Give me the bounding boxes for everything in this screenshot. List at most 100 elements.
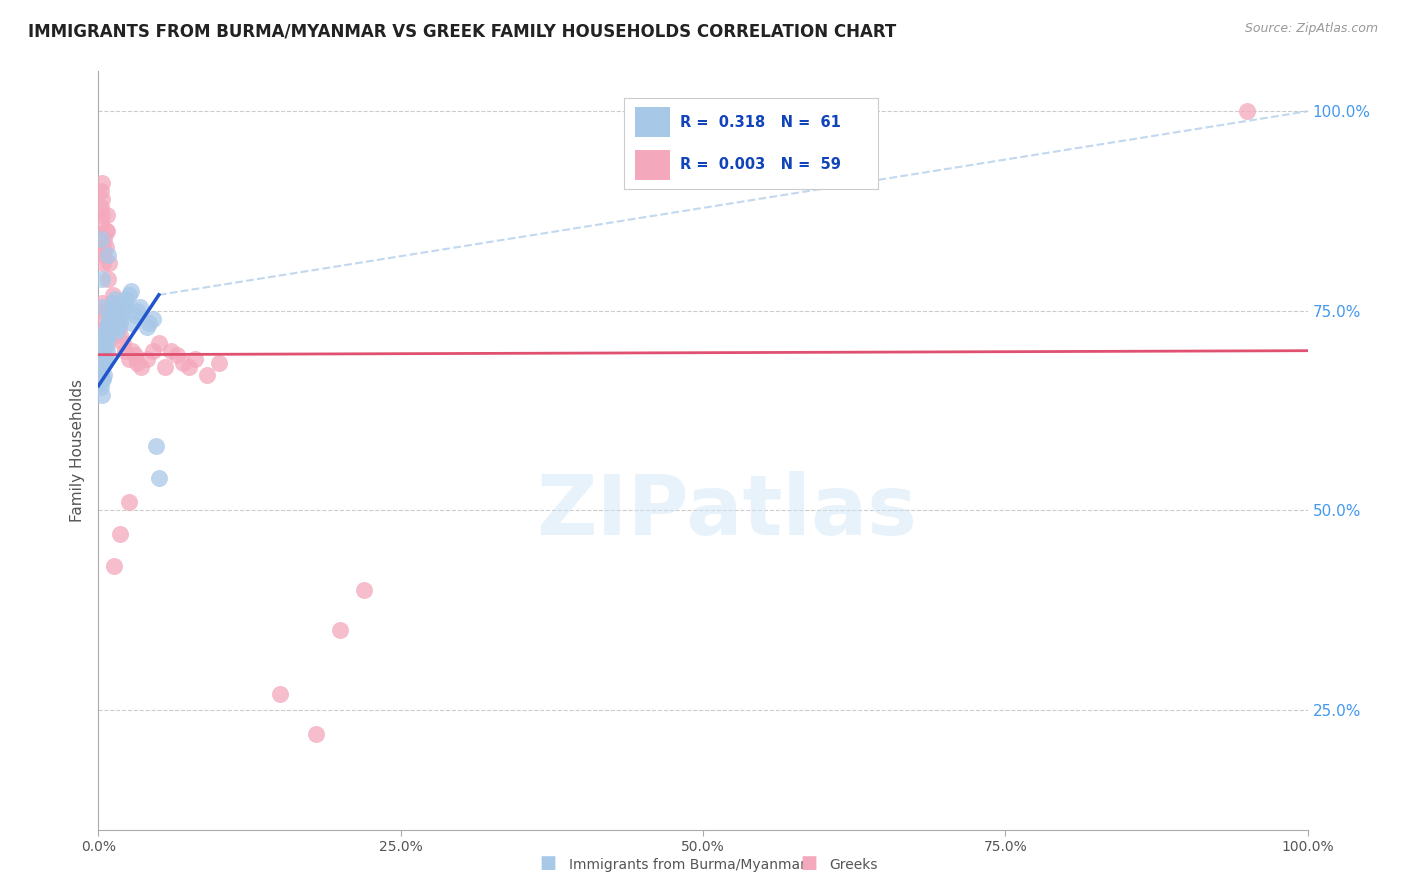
Point	[145, 440, 167, 454]
Point	[89, 348, 111, 362]
Point	[97, 316, 120, 330]
Point	[97, 248, 120, 262]
Point	[179, 359, 201, 374]
Point	[148, 335, 170, 350]
Point	[108, 327, 131, 342]
Point	[91, 295, 114, 310]
Point	[96, 319, 118, 334]
Text: ZIPatlas: ZIPatlas	[537, 471, 918, 551]
Text: ■: ■	[540, 855, 557, 872]
Point	[93, 248, 115, 262]
Point	[94, 319, 117, 334]
Point	[93, 311, 115, 326]
Point	[91, 176, 114, 190]
Point	[129, 359, 152, 374]
Point	[138, 316, 160, 330]
Point	[90, 356, 112, 370]
Point	[91, 335, 114, 350]
Point	[269, 687, 291, 701]
Point	[105, 324, 128, 338]
Point	[121, 343, 143, 358]
Point	[112, 300, 135, 314]
Point	[96, 224, 118, 238]
Point	[89, 327, 111, 342]
Point	[103, 295, 125, 310]
Point	[91, 332, 114, 346]
Point	[120, 284, 142, 298]
Point	[142, 311, 165, 326]
Point	[91, 387, 114, 401]
Point	[96, 343, 118, 358]
Point	[90, 232, 112, 246]
Point	[135, 351, 157, 366]
Point	[97, 272, 120, 286]
Text: Greeks: Greeks	[830, 858, 877, 872]
Point	[96, 332, 118, 346]
Point	[172, 356, 194, 370]
Point	[89, 359, 111, 374]
Point	[166, 348, 188, 362]
Point	[108, 319, 131, 334]
Point	[101, 300, 124, 314]
Point	[100, 295, 122, 310]
Text: IMMIGRANTS FROM BURMA/MYANMAR VS GREEK FAMILY HOUSEHOLDS CORRELATION CHART: IMMIGRANTS FROM BURMA/MYANMAR VS GREEK F…	[28, 22, 897, 40]
Point	[100, 319, 122, 334]
Point	[107, 311, 129, 326]
Point	[96, 327, 118, 342]
Point	[108, 311, 131, 326]
Point	[98, 256, 121, 270]
Point	[98, 324, 121, 338]
Point	[89, 376, 111, 390]
Point	[94, 335, 117, 350]
Point	[153, 359, 176, 374]
Point	[90, 343, 112, 358]
Point	[103, 295, 125, 310]
Point	[91, 256, 114, 270]
Y-axis label: Family Households: Family Households	[69, 379, 84, 522]
Point	[94, 324, 117, 338]
Point	[94, 348, 117, 362]
Point	[121, 316, 143, 330]
Point	[118, 495, 141, 509]
Point	[118, 351, 141, 366]
Point	[107, 319, 129, 334]
Point	[100, 303, 122, 318]
Point	[127, 356, 149, 370]
Point	[90, 216, 112, 230]
Point	[353, 583, 375, 598]
Point	[90, 379, 112, 393]
Point	[108, 527, 131, 541]
Point	[127, 303, 149, 318]
Point	[91, 192, 114, 206]
Point	[91, 343, 114, 358]
Point	[91, 359, 114, 374]
Point	[91, 303, 114, 318]
Point	[135, 319, 157, 334]
Text: Immigrants from Burma/Myanmar: Immigrants from Burma/Myanmar	[569, 858, 806, 872]
Point	[91, 371, 114, 385]
Point	[97, 335, 120, 350]
Point	[100, 316, 122, 330]
Point	[108, 316, 131, 330]
Point	[97, 327, 120, 342]
Point	[91, 300, 114, 314]
Point	[98, 311, 121, 326]
Point	[124, 308, 146, 322]
Point	[124, 348, 146, 362]
Text: Source: ZipAtlas.com: Source: ZipAtlas.com	[1244, 22, 1378, 36]
Point	[90, 184, 112, 198]
Point	[114, 295, 136, 310]
Point	[94, 240, 117, 254]
Point	[105, 303, 128, 318]
Point	[114, 343, 136, 358]
Point	[110, 308, 132, 322]
Point	[208, 356, 231, 370]
Point	[90, 368, 112, 382]
Point	[91, 240, 114, 254]
Point	[142, 343, 165, 358]
Point	[118, 288, 141, 302]
Point	[100, 303, 122, 318]
Point	[103, 559, 125, 574]
Point	[111, 303, 134, 318]
Point	[89, 359, 111, 374]
